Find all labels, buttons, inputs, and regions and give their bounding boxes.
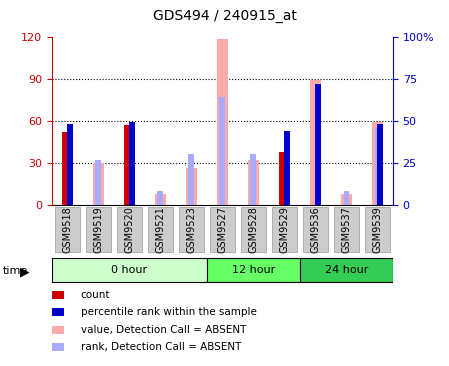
FancyBboxPatch shape xyxy=(300,258,393,282)
Bar xyxy=(284,131,290,205)
FancyBboxPatch shape xyxy=(148,208,172,252)
Text: GSM9520: GSM9520 xyxy=(124,206,134,253)
FancyBboxPatch shape xyxy=(117,208,141,252)
Bar xyxy=(189,154,194,205)
FancyBboxPatch shape xyxy=(210,208,235,252)
Text: GSM9521: GSM9521 xyxy=(155,206,165,253)
Text: 0 hour: 0 hour xyxy=(111,265,147,275)
Bar xyxy=(62,132,67,205)
Bar xyxy=(374,127,380,205)
Bar xyxy=(158,191,163,205)
Bar xyxy=(251,154,256,205)
Bar xyxy=(129,123,135,205)
Bar xyxy=(217,40,228,205)
FancyBboxPatch shape xyxy=(365,208,390,252)
Bar xyxy=(248,160,259,205)
Text: ▶: ▶ xyxy=(20,265,30,279)
Bar xyxy=(186,168,197,205)
Bar xyxy=(310,80,321,205)
FancyBboxPatch shape xyxy=(241,208,266,252)
FancyBboxPatch shape xyxy=(179,208,204,252)
Text: GSM9518: GSM9518 xyxy=(62,206,72,253)
FancyBboxPatch shape xyxy=(55,208,79,252)
Bar xyxy=(279,152,284,205)
Text: 12 hour: 12 hour xyxy=(232,265,275,275)
FancyBboxPatch shape xyxy=(52,258,207,282)
Text: GSM9527: GSM9527 xyxy=(217,206,227,253)
Bar xyxy=(67,124,73,205)
Text: GSM9519: GSM9519 xyxy=(93,206,103,253)
Text: GDS494 / 240915_at: GDS494 / 240915_at xyxy=(153,9,296,23)
Text: time: time xyxy=(2,266,27,276)
Text: GSM9539: GSM9539 xyxy=(372,206,383,253)
Text: GSM9529: GSM9529 xyxy=(279,206,289,253)
Text: count: count xyxy=(81,290,110,300)
Bar xyxy=(377,124,383,205)
Text: GSM9536: GSM9536 xyxy=(310,206,320,253)
FancyBboxPatch shape xyxy=(303,208,328,252)
Text: percentile rank within the sample: percentile rank within the sample xyxy=(81,307,257,317)
Text: GSM9528: GSM9528 xyxy=(248,206,258,253)
Bar xyxy=(95,160,101,205)
Text: 24 hour: 24 hour xyxy=(325,265,368,275)
Text: rank, Detection Call = ABSENT: rank, Detection Call = ABSENT xyxy=(81,342,241,352)
FancyBboxPatch shape xyxy=(272,208,297,252)
Bar xyxy=(93,163,104,205)
Text: value, Detection Call = ABSENT: value, Detection Call = ABSENT xyxy=(81,325,246,335)
Bar xyxy=(220,97,225,205)
Text: GSM9537: GSM9537 xyxy=(341,206,351,253)
FancyBboxPatch shape xyxy=(334,208,359,252)
Bar xyxy=(155,194,166,205)
Bar xyxy=(123,125,129,205)
FancyBboxPatch shape xyxy=(86,208,110,252)
Text: GSM9523: GSM9523 xyxy=(186,206,196,253)
Bar xyxy=(341,194,352,205)
Bar xyxy=(372,122,383,205)
FancyBboxPatch shape xyxy=(207,258,300,282)
Bar xyxy=(315,84,321,205)
Bar xyxy=(343,191,349,205)
